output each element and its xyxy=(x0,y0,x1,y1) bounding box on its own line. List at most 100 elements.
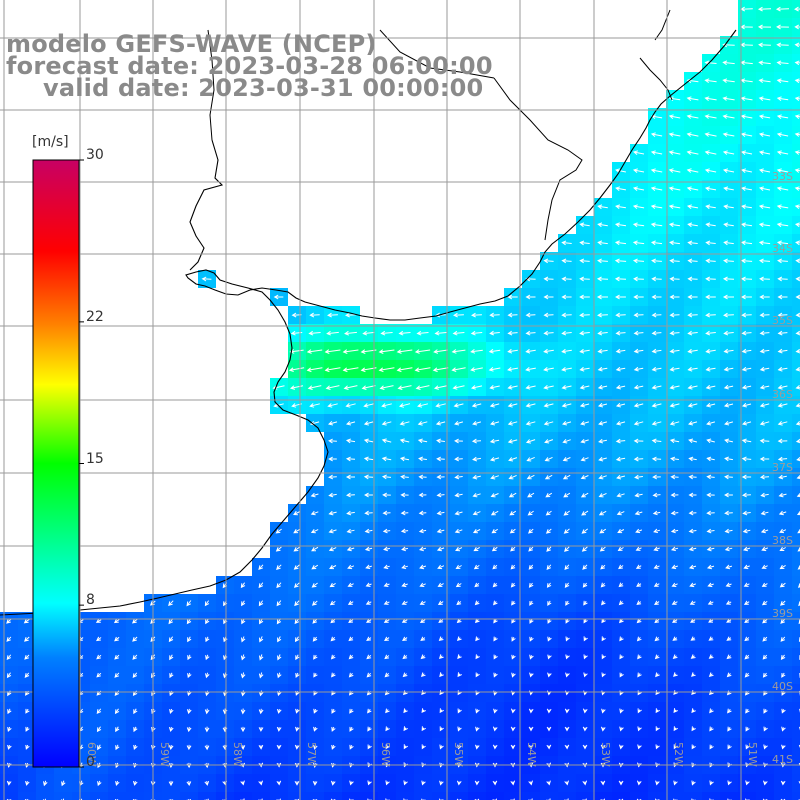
wind-vector xyxy=(132,672,138,679)
wind-vector xyxy=(400,492,409,498)
wind-vector xyxy=(582,708,588,714)
wind-vector xyxy=(654,654,660,660)
wind-vector xyxy=(564,582,570,588)
wind-vector xyxy=(705,204,716,210)
wind-vector xyxy=(600,726,606,732)
wind-vector xyxy=(294,636,300,643)
wind-vector xyxy=(564,564,570,570)
wind-vector xyxy=(596,276,609,282)
wind-vector xyxy=(475,618,480,624)
wind-vector xyxy=(349,780,354,786)
wind-vector xyxy=(740,222,753,228)
wind-vector xyxy=(652,510,661,516)
colorbar-tick-label: 22 xyxy=(86,308,104,325)
wind-vector xyxy=(651,330,662,336)
wind-vector xyxy=(778,492,787,498)
wind-vector xyxy=(653,564,660,569)
wind-vector xyxy=(776,240,789,246)
wind-vector xyxy=(633,294,644,300)
wind-vector xyxy=(795,348,800,354)
wind-vector xyxy=(470,385,483,390)
wind-vector xyxy=(722,276,735,282)
latitude-label: 33S xyxy=(772,170,793,183)
wind-vector xyxy=(760,492,769,498)
wind-vector xyxy=(133,744,138,750)
wind-vector xyxy=(399,421,410,426)
wind-vector xyxy=(115,744,120,751)
wind-vector xyxy=(186,726,192,733)
wind-vector xyxy=(777,421,788,426)
wind-vector xyxy=(131,618,138,624)
wind-cell xyxy=(0,792,18,800)
wind-vector xyxy=(25,780,30,786)
wind-vector xyxy=(331,708,336,714)
wind-vector xyxy=(527,510,534,516)
wind-vector xyxy=(529,636,534,642)
wind-vector xyxy=(776,42,789,48)
wind-vector xyxy=(289,385,304,390)
wind-vector xyxy=(490,510,499,516)
wind-vector xyxy=(654,600,660,605)
wind-vector xyxy=(311,564,319,570)
wind-vector xyxy=(436,546,445,552)
longitude-label: 58W xyxy=(231,742,244,767)
wind-vector xyxy=(400,510,409,516)
wind-vector xyxy=(168,744,174,751)
wind-vector xyxy=(565,672,570,678)
wind-vector xyxy=(669,276,680,282)
wind-vector xyxy=(597,402,608,408)
wind-vector xyxy=(366,654,372,660)
wind-vector xyxy=(381,421,392,426)
wind-vector xyxy=(543,330,554,336)
wind-vector xyxy=(527,492,535,498)
wind-vector xyxy=(6,672,12,679)
wind-vector xyxy=(434,330,447,336)
wind-cell xyxy=(792,414,800,432)
wind-vector xyxy=(403,708,408,714)
wind-vector xyxy=(345,312,356,318)
wind-vector xyxy=(796,474,800,480)
wind-vector xyxy=(777,330,788,336)
wind-vector xyxy=(544,439,554,444)
wind-vector xyxy=(398,403,411,408)
wind-vector xyxy=(704,78,717,84)
wind-vector xyxy=(562,420,572,426)
wind-vector xyxy=(276,744,282,750)
wind-vector xyxy=(348,672,354,678)
wind-vector xyxy=(471,312,482,318)
wind-cell xyxy=(216,792,234,800)
wind-vector xyxy=(601,600,606,606)
wind-vector xyxy=(653,582,660,587)
wind-vector xyxy=(346,492,355,498)
wind-vector xyxy=(723,402,734,408)
wind-vector xyxy=(438,654,444,660)
wind-vector xyxy=(544,456,553,462)
wind-vector xyxy=(294,744,300,750)
wind-vector xyxy=(507,385,518,390)
wind-vector xyxy=(437,600,444,605)
wind-vector xyxy=(650,150,663,155)
wind-vector xyxy=(456,600,462,606)
wind-vector xyxy=(723,258,734,264)
wind-vector xyxy=(204,600,210,607)
wind-vector xyxy=(561,403,572,408)
wind-vector xyxy=(455,582,462,588)
wind-vector xyxy=(651,294,662,300)
wind-vector xyxy=(277,672,282,679)
wind-vector xyxy=(507,367,518,372)
wind-vector xyxy=(724,474,733,480)
wind-vector xyxy=(705,348,716,354)
wind-vector xyxy=(759,456,770,462)
wind-vector xyxy=(794,96,800,101)
wind-vector xyxy=(632,150,645,155)
wind-vector xyxy=(777,403,788,408)
wind-vector xyxy=(564,708,570,714)
wind-vector xyxy=(187,654,192,661)
wind-vector xyxy=(258,708,264,715)
wind-vector xyxy=(433,349,448,354)
wind-vector xyxy=(276,564,282,570)
wind-vector xyxy=(363,456,374,462)
wind-vector xyxy=(655,708,660,714)
wind-vector xyxy=(363,403,374,408)
wind-vector xyxy=(454,510,463,516)
